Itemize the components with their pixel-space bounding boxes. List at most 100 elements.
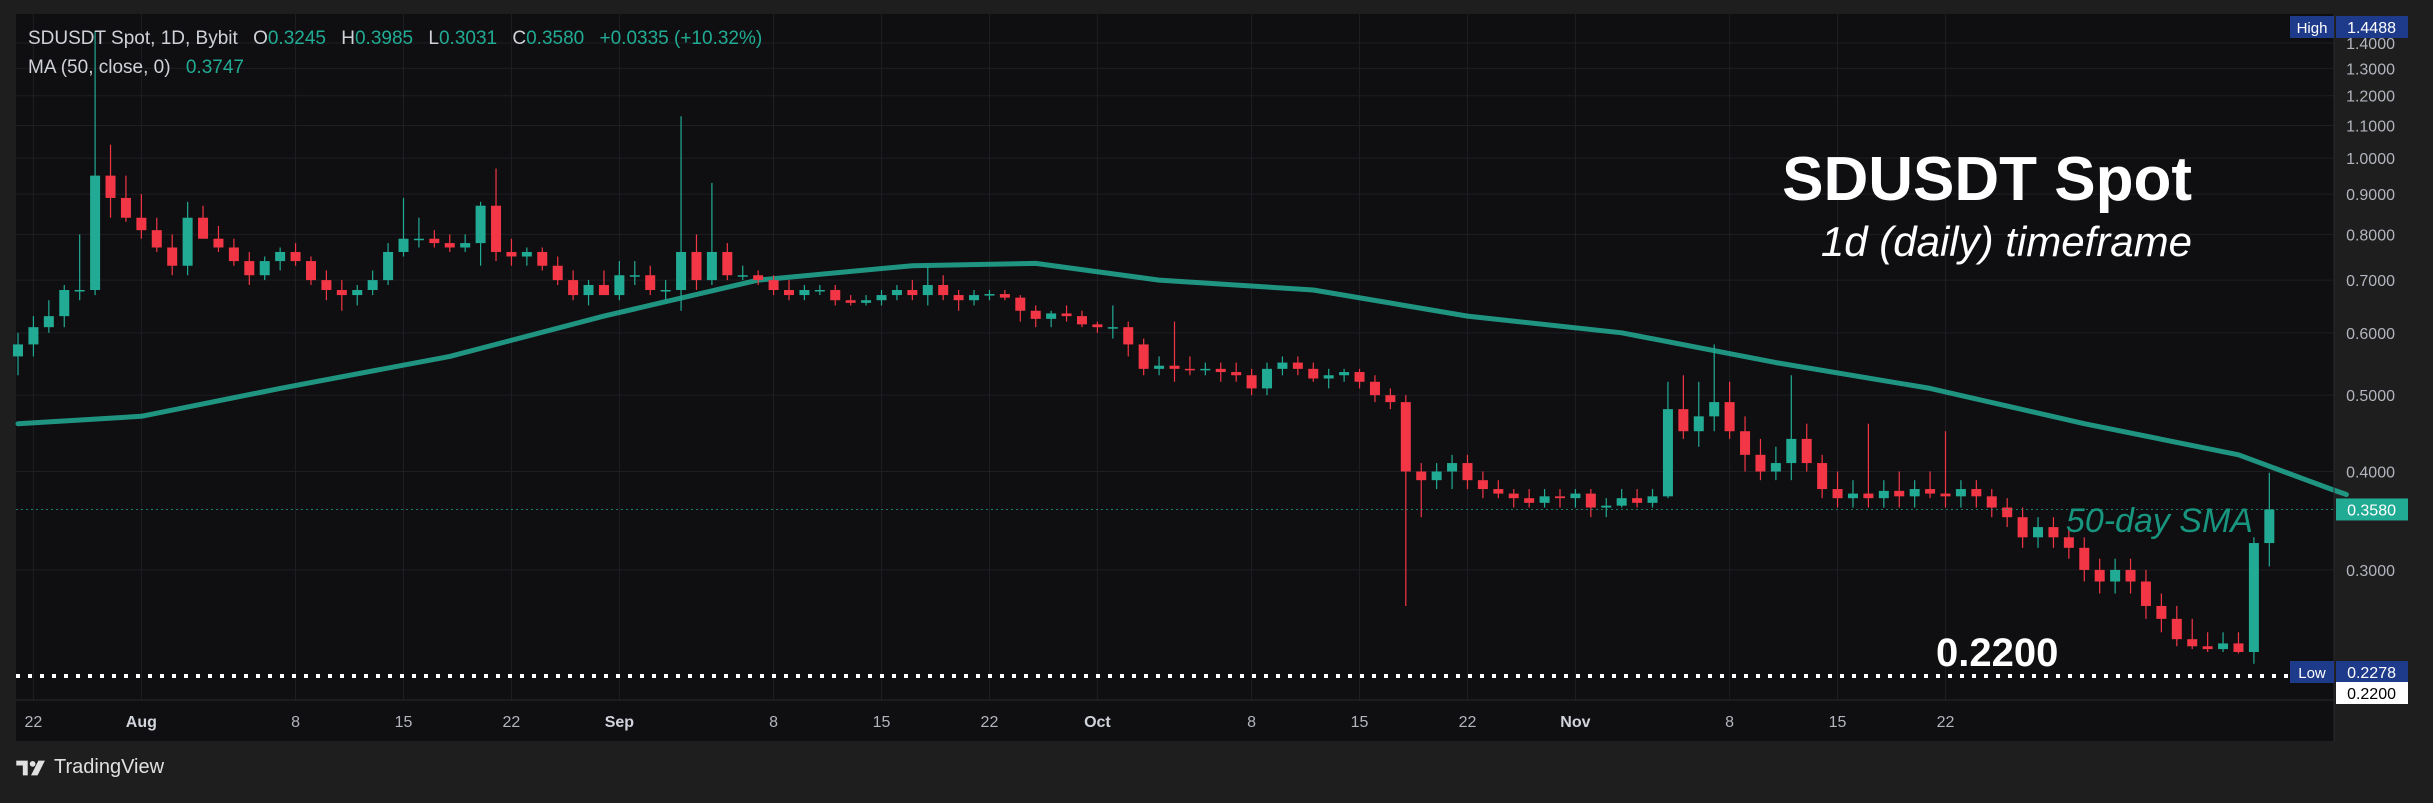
- candle: [799, 285, 810, 301]
- candle-body: [74, 290, 85, 292]
- time-tick-label: Oct: [1084, 714, 1111, 731]
- price-axis[interactable]: 1.4000 1.3000 1.2000 1.1000 1.0000 0.9000 0.80…: [2346, 36, 2395, 580]
- candle-body: [552, 265, 563, 281]
- candle: [1215, 362, 1226, 382]
- candle-body: [922, 285, 933, 296]
- candle: [1940, 431, 1951, 508]
- candle-body: [2264, 509, 2275, 544]
- candle-body: [2202, 646, 2213, 650]
- candle: [999, 290, 1010, 301]
- candle-body: [1770, 463, 1781, 472]
- brand-name: TradingView: [54, 756, 165, 778]
- candle-body: [1632, 498, 1643, 503]
- candle: [74, 234, 85, 301]
- candle-body: [1215, 368, 1226, 373]
- candle-body: [1955, 489, 1966, 497]
- candle-body: [1601, 505, 1612, 508]
- candle: [506, 238, 517, 266]
- candle: [1740, 416, 1751, 472]
- candle: [1925, 471, 1936, 499]
- price-tick-label: 0.9000: [2346, 187, 2395, 204]
- candle-body: [1231, 372, 1242, 376]
- candle-body: [120, 197, 131, 218]
- candle: [2033, 517, 2044, 548]
- candle: [1477, 471, 1488, 499]
- candle-body: [953, 295, 964, 301]
- candle: [213, 225, 224, 252]
- candle-body: [244, 261, 255, 276]
- candle-body: [1678, 409, 1689, 432]
- candle: [336, 280, 347, 311]
- candle: [352, 285, 363, 306]
- candle-body: [2156, 605, 2167, 619]
- low-value-bg: [2336, 661, 2408, 683]
- candle-body: [2171, 618, 2182, 640]
- candle: [1262, 362, 1273, 396]
- candle-body: [1986, 496, 1997, 508]
- candle: [1092, 321, 1103, 333]
- ma-label[interactable]: MA (50, close, 0): [28, 57, 171, 78]
- candle-body: [228, 247, 239, 262]
- candle: [1878, 480, 1889, 508]
- candle-body: [1385, 395, 1396, 403]
- candle: [90, 30, 101, 296]
- candle-body: [1755, 454, 1766, 472]
- candle: [1308, 362, 1319, 382]
- candle-body: [1061, 313, 1072, 317]
- time-axis[interactable]: 22 Aug 8 15 22 Sep 8 15 22 Oct 8 15 22 Nov 8 15 22: [25, 714, 1955, 731]
- candle-body: [1724, 402, 1735, 432]
- candle-body: [999, 294, 1010, 298]
- candle-body: [167, 247, 178, 266]
- candle: [953, 290, 964, 311]
- candle: [876, 290, 887, 306]
- price-tick-label: 0.7000: [2346, 273, 2395, 290]
- candle: [830, 285, 841, 306]
- candle: [1693, 381, 1704, 447]
- candle-body: [614, 275, 625, 296]
- candle-body: [1462, 463, 1473, 481]
- candle-body: [321, 280, 332, 291]
- candle: [1030, 305, 1041, 328]
- candle: [2094, 558, 2105, 594]
- candle: [1709, 344, 1720, 432]
- candle-body: [891, 290, 902, 296]
- candle-body: [475, 205, 486, 244]
- candle: [1524, 489, 1535, 508]
- candle-body: [1046, 313, 1057, 319]
- close-value: 0.3580: [526, 28, 585, 49]
- time-tick-label: 8: [1725, 714, 1734, 731]
- candle: [28, 316, 39, 357]
- candle: [429, 230, 440, 248]
- candle-body: [429, 238, 440, 244]
- candle-body: [1354, 372, 1365, 382]
- candle: [305, 256, 316, 286]
- candle-body: [1369, 381, 1380, 396]
- price-tick-label: 0.3000: [2346, 563, 2395, 580]
- candle-body: [969, 295, 980, 301]
- candle-body: [1292, 362, 1303, 369]
- candle: [1416, 463, 1427, 518]
- candle-body: [182, 217, 193, 266]
- candle: [814, 285, 825, 296]
- candle-body: [1863, 493, 1874, 499]
- candle-body: [1555, 496, 1565, 499]
- legend-ohlc[interactable]: SDUSDT Spot, 1D, Bybit O0.3245 H0.3985 L…: [28, 28, 764, 50]
- candle-body: [753, 275, 764, 281]
- legend-ma[interactable]: MA (50, close, 0) 0.3747: [28, 57, 246, 79]
- candle: [2048, 517, 2059, 548]
- candle: [244, 251, 255, 286]
- open-value: 0.3245: [267, 28, 326, 49]
- candle: [691, 234, 702, 291]
- ma-value: 0.3747: [185, 57, 244, 78]
- candle-body: [1339, 372, 1350, 376]
- price-tick-label: 0.6000: [2346, 326, 2395, 343]
- candle-body: [2002, 507, 2013, 518]
- candle-body: [2017, 517, 2028, 538]
- symbol-info[interactable]: SDUSDT Spot, 1D, Bybit: [28, 28, 238, 49]
- candle-body: [598, 285, 609, 296]
- candle: [2017, 507, 2028, 548]
- tradingview-logo[interactable]: TradingView: [16, 756, 164, 779]
- candle-body: [1662, 409, 1673, 497]
- candle-body: [907, 290, 918, 296]
